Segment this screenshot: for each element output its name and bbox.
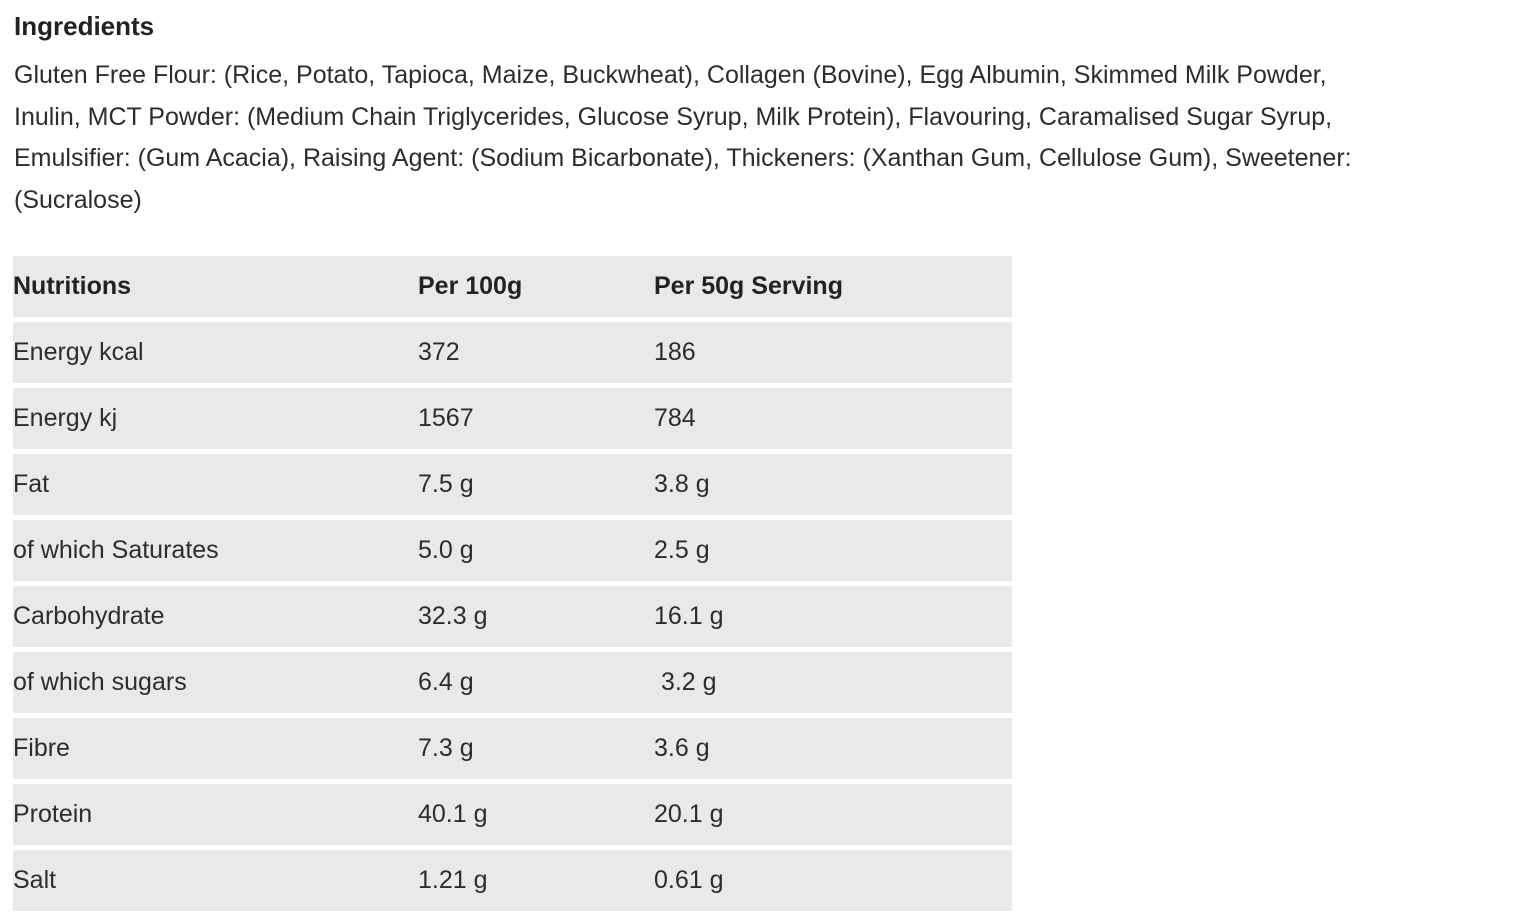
nutrient-label: Energy kj — [13, 404, 118, 432]
ingredients-heading: Ingredients — [14, 11, 155, 41]
table-row: Fibre 7.3 g 3.6 g — [13, 718, 1012, 779]
nutrient-label: Protein — [13, 800, 93, 828]
value-per-100g: 1.21 g — [418, 866, 488, 894]
value-per-100g: 6.4 g — [418, 668, 474, 696]
value-per-50g: 3.8 g — [654, 470, 710, 498]
table-row: Fat 7.5 g 3.8 g — [13, 454, 1012, 515]
nutrient-label: Fibre — [13, 734, 70, 762]
table-row: Energy kcal 372 186 — [13, 322, 1012, 383]
value-per-100g: 32.3 g — [418, 602, 488, 630]
nutrient-label: of which Saturates — [13, 536, 219, 564]
table-row: of which Saturates 5.0 g 2.5 g — [13, 520, 1012, 581]
table-row: of which sugars 6.4 g 3.2 g — [13, 652, 1012, 713]
value-per-100g: 1567 — [418, 404, 474, 432]
ingredients-text: Gluten Free Flour: (Rice, Potato, Tapioc… — [14, 55, 1514, 221]
table-row: Energy kj 1567 784 — [13, 388, 1012, 449]
value-per-50g: 784 — [654, 404, 696, 432]
ingredients-line: Inulin, MCT Powder: (Medium Chain Trigly… — [14, 102, 1333, 131]
nutrient-label: Carbohydrate — [13, 602, 165, 630]
value-per-100g: 7.3 g — [418, 734, 474, 762]
value-per-50g: 16.1 g — [654, 602, 724, 630]
column-header-per-50g-serving: Per 50g Serving — [654, 272, 843, 300]
value-per-50g: 3.2 g — [654, 668, 717, 696]
nutrition-table: Nutritions Per 100g Per 50g Serving Ener… — [13, 251, 1012, 916]
nutrient-label: Fat — [13, 470, 50, 498]
value-per-50g: 2.5 g — [654, 536, 710, 564]
value-per-50g: 0.61 g — [654, 866, 724, 894]
table-row: Salt 1.21 g 0.61 g — [13, 850, 1012, 911]
column-header-nutritions: Nutritions — [13, 272, 132, 300]
value-per-100g: 5.0 g — [418, 536, 474, 564]
nutrient-label: Energy kcal — [13, 338, 144, 366]
value-per-100g: 372 — [418, 338, 460, 366]
value-per-100g: 7.5 g — [418, 470, 474, 498]
ingredients-line: Emulsifier: (Gum Acacia), Raising Agent:… — [14, 144, 1352, 172]
value-per-50g: 186 — [654, 338, 696, 366]
column-header-per-100g: Per 100g — [418, 272, 523, 300]
ingredients-line: (Sucralose) — [14, 185, 142, 214]
nutrient-label: of which sugars — [13, 668, 187, 696]
ingredients-line: Gluten Free Flour: (Rice, Potato, Tapioc… — [14, 61, 1327, 89]
table-row: Carbohydrate 32.3 g 16.1 g — [13, 586, 1012, 647]
value-per-100g: 40.1 g — [418, 800, 488, 828]
value-per-50g: 3.6 g — [654, 734, 710, 762]
table-row: Protein 40.1 g 20.1 g — [13, 784, 1012, 845]
value-per-50g: 20.1 g — [654, 800, 724, 828]
nutrient-label: Salt — [13, 866, 57, 894]
table-header-row: Nutritions Per 100g Per 50g Serving — [13, 256, 1012, 317]
